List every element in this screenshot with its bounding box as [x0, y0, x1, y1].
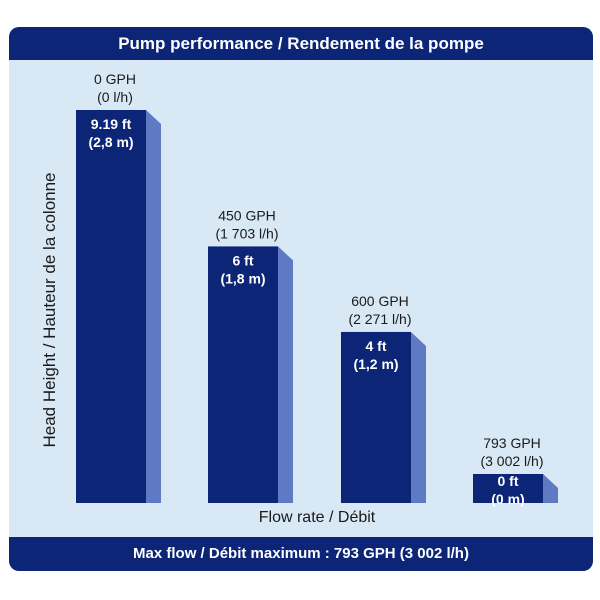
bar [341, 331, 411, 503]
category-sublabel: (2 271 l/h) [348, 311, 411, 327]
bar-value-label: 6 ft [233, 252, 254, 268]
bar-value-label: 4 ft [366, 338, 387, 354]
bar-side [146, 110, 161, 503]
category-label: 793 GPH [483, 435, 541, 451]
bar-value-sublabel: (1,2 m) [353, 356, 398, 372]
category-sublabel: (1 703 l/h) [215, 225, 278, 241]
bar [473, 474, 543, 503]
category-sublabel: (3 002 l/h) [480, 453, 543, 469]
bar-value-sublabel: (1,8 m) [220, 270, 265, 286]
bar-value-sublabel: (2,8 m) [88, 134, 133, 150]
bar-side [278, 246, 293, 504]
bar-side [411, 331, 426, 503]
bar-value-label: 0 ft [498, 473, 519, 489]
bar-chart: 9.19 ft (2,8 m) 0 GPH (0 l/h) 6 ft (1,8 m) 450… [40, 71, 558, 526]
y-axis-label: Head Height / Hauteur de la colonne [40, 172, 59, 447]
bar-value-label: 9.19 ft [91, 116, 132, 132]
max-flow-note: Max flow / Débit maximum : 793 GPH (3 00… [9, 537, 593, 571]
category-label: 0 GPH [94, 71, 136, 87]
category-label: 600 GPH [351, 293, 409, 309]
bar [208, 246, 278, 504]
chart-title: Pump performance / Rendement de la pompe [9, 27, 593, 60]
bar-value-sublabel: (0 m) [491, 491, 524, 507]
chart-panel: Pump performance / Rendement de la pompe… [9, 27, 593, 571]
bar [76, 110, 146, 503]
x-axis-label: Flow rate / Débit [259, 509, 376, 526]
category-sublabel: (0 l/h) [97, 89, 133, 105]
bar-side [543, 474, 558, 503]
category-label: 450 GPH [218, 207, 276, 223]
